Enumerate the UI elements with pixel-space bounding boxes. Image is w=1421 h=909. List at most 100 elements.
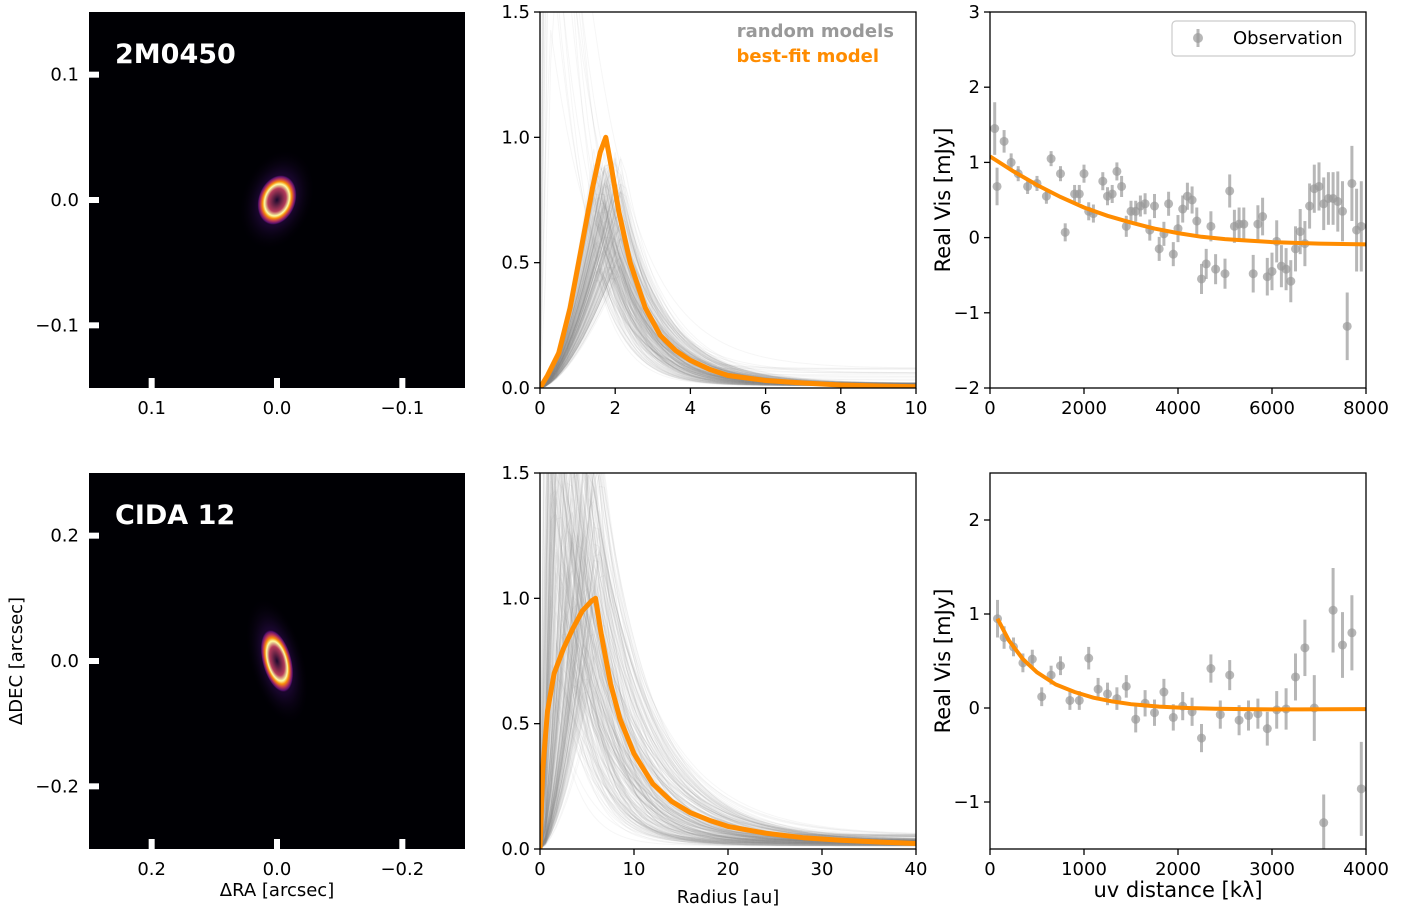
random-model-line: [540, 639, 916, 849]
y-tick-label: 0.5: [501, 253, 530, 274]
observation-point: [1347, 178, 1357, 188]
random-model-line: [540, 599, 916, 849]
random-model-line: [540, 473, 916, 849]
observation-point: [1328, 605, 1338, 615]
observation-point: [1305, 201, 1315, 211]
random-model-line: [540, 473, 916, 849]
axis-ticks: 0 2 4 6 8 10 0.0 0.5 1.0 1.5: [501, 2, 927, 419]
random-model-line: [540, 473, 916, 849]
observation-point: [990, 124, 1000, 134]
observation-point: [1121, 681, 1131, 691]
observation-point: [1074, 695, 1084, 705]
observation-point: [1168, 712, 1178, 722]
y-tick-mark: [89, 532, 99, 539]
random-model-line: [540, 473, 916, 849]
random-model-line: [540, 473, 916, 849]
random-model-line: [540, 678, 916, 849]
y-axis-title: Real Vis [mJy]: [931, 589, 955, 734]
random-model-line: [540, 473, 916, 849]
y-tick-mark: [89, 783, 99, 790]
random-model-line: [540, 632, 916, 849]
observation-point: [1150, 201, 1159, 211]
random-model-line: [540, 666, 916, 849]
observation-point: [1112, 166, 1122, 176]
observation-point: [1262, 724, 1272, 734]
legend-marker: [1193, 33, 1203, 43]
random-model-line: [540, 676, 916, 849]
random-model-line: [540, 162, 916, 388]
observation-point: [1211, 264, 1221, 274]
observation-point: [1023, 181, 1033, 191]
y-tick-label: 0.0: [501, 378, 530, 399]
axis-ticks: 0 2000 4000 6000 8000 −2 −1 0 1 2 3: [953, 2, 1388, 419]
random-model-line: [540, 12, 916, 388]
random-model-line: [540, 473, 916, 849]
observation-point: [1338, 206, 1347, 216]
y-tick-mark: [89, 197, 99, 203]
observation-point: [1041, 191, 1051, 201]
random-model-line: [540, 473, 916, 849]
y-tick-label: 1: [969, 152, 980, 173]
random-model-line: [540, 642, 916, 849]
random-model-line: [540, 195, 916, 388]
observation-point: [1347, 628, 1357, 638]
x-tick-label: 0: [534, 859, 545, 880]
random-model-line: [540, 473, 916, 849]
random-model-line: [540, 155, 916, 388]
observation-point: [1079, 169, 1089, 179]
random-model-line: [540, 473, 916, 849]
random-model-line: [540, 176, 916, 388]
random-model-line: [540, 526, 916, 849]
y-tick-label: 1.5: [501, 2, 530, 23]
random-model-line: [540, 666, 916, 849]
observation-point: [1281, 264, 1291, 274]
image-panel-cida12: CIDA 12 0.2 0.0 −0.2 0.2 0.0 −0.2 ΔRA [arcsec…: [6, 473, 465, 901]
random-model-line: [540, 599, 916, 849]
visibility-panel-top: 0 2000 4000 6000 8000 −2 −1 0 1 2 3 Observation Re…: [931, 2, 1389, 419]
disk-emission: [244, 597, 310, 725]
y-tick-label: −0.1: [35, 315, 79, 336]
random-model-line: [540, 676, 916, 849]
y-tick-label: 2: [969, 510, 980, 531]
observation-point: [1253, 709, 1263, 719]
random-model-line: [540, 473, 916, 849]
random-model-line: [540, 473, 916, 849]
observation-point: [1121, 221, 1131, 231]
random-model-line: [540, 693, 916, 849]
random-model-line: [540, 195, 916, 388]
disk-ring: [256, 174, 298, 226]
x-axis-title: uv distance [kλ]: [1093, 878, 1262, 902]
random-model-line: [540, 683, 916, 849]
random-model-line: [540, 703, 916, 849]
random-model-line: [540, 158, 916, 388]
best-fit-line: [990, 154, 1366, 247]
random-model-line: [540, 473, 916, 849]
observation-point: [1197, 733, 1206, 743]
y-tick-label: −2: [953, 378, 980, 399]
observation-point: [1300, 643, 1310, 653]
random-model-line: [540, 523, 916, 849]
random-model-line: [540, 633, 916, 849]
x-tick-label: 0.2: [137, 859, 166, 880]
x-tick-label: 2000: [1061, 398, 1107, 419]
random-model-line: [540, 680, 916, 849]
y-tick-mark: [89, 658, 99, 664]
random-model-line: [540, 583, 916, 849]
y-tick-label: 1.0: [501, 127, 530, 148]
random-model-line: [540, 473, 916, 849]
random-model-line: [540, 643, 916, 849]
random-model-line: [540, 488, 916, 849]
random-model-line: [540, 496, 916, 849]
random-model-line: [540, 473, 916, 849]
random-model-line: [540, 595, 916, 849]
random-model-line: [540, 582, 916, 849]
observation-point: [1314, 181, 1324, 191]
x-tick-mark: [399, 378, 406, 388]
x-tick-label: 8: [835, 398, 846, 419]
random-model-line: [540, 473, 916, 849]
observation-point: [1098, 176, 1108, 186]
observation-point: [1201, 259, 1211, 269]
x-tick-label: 10: [905, 398, 928, 419]
